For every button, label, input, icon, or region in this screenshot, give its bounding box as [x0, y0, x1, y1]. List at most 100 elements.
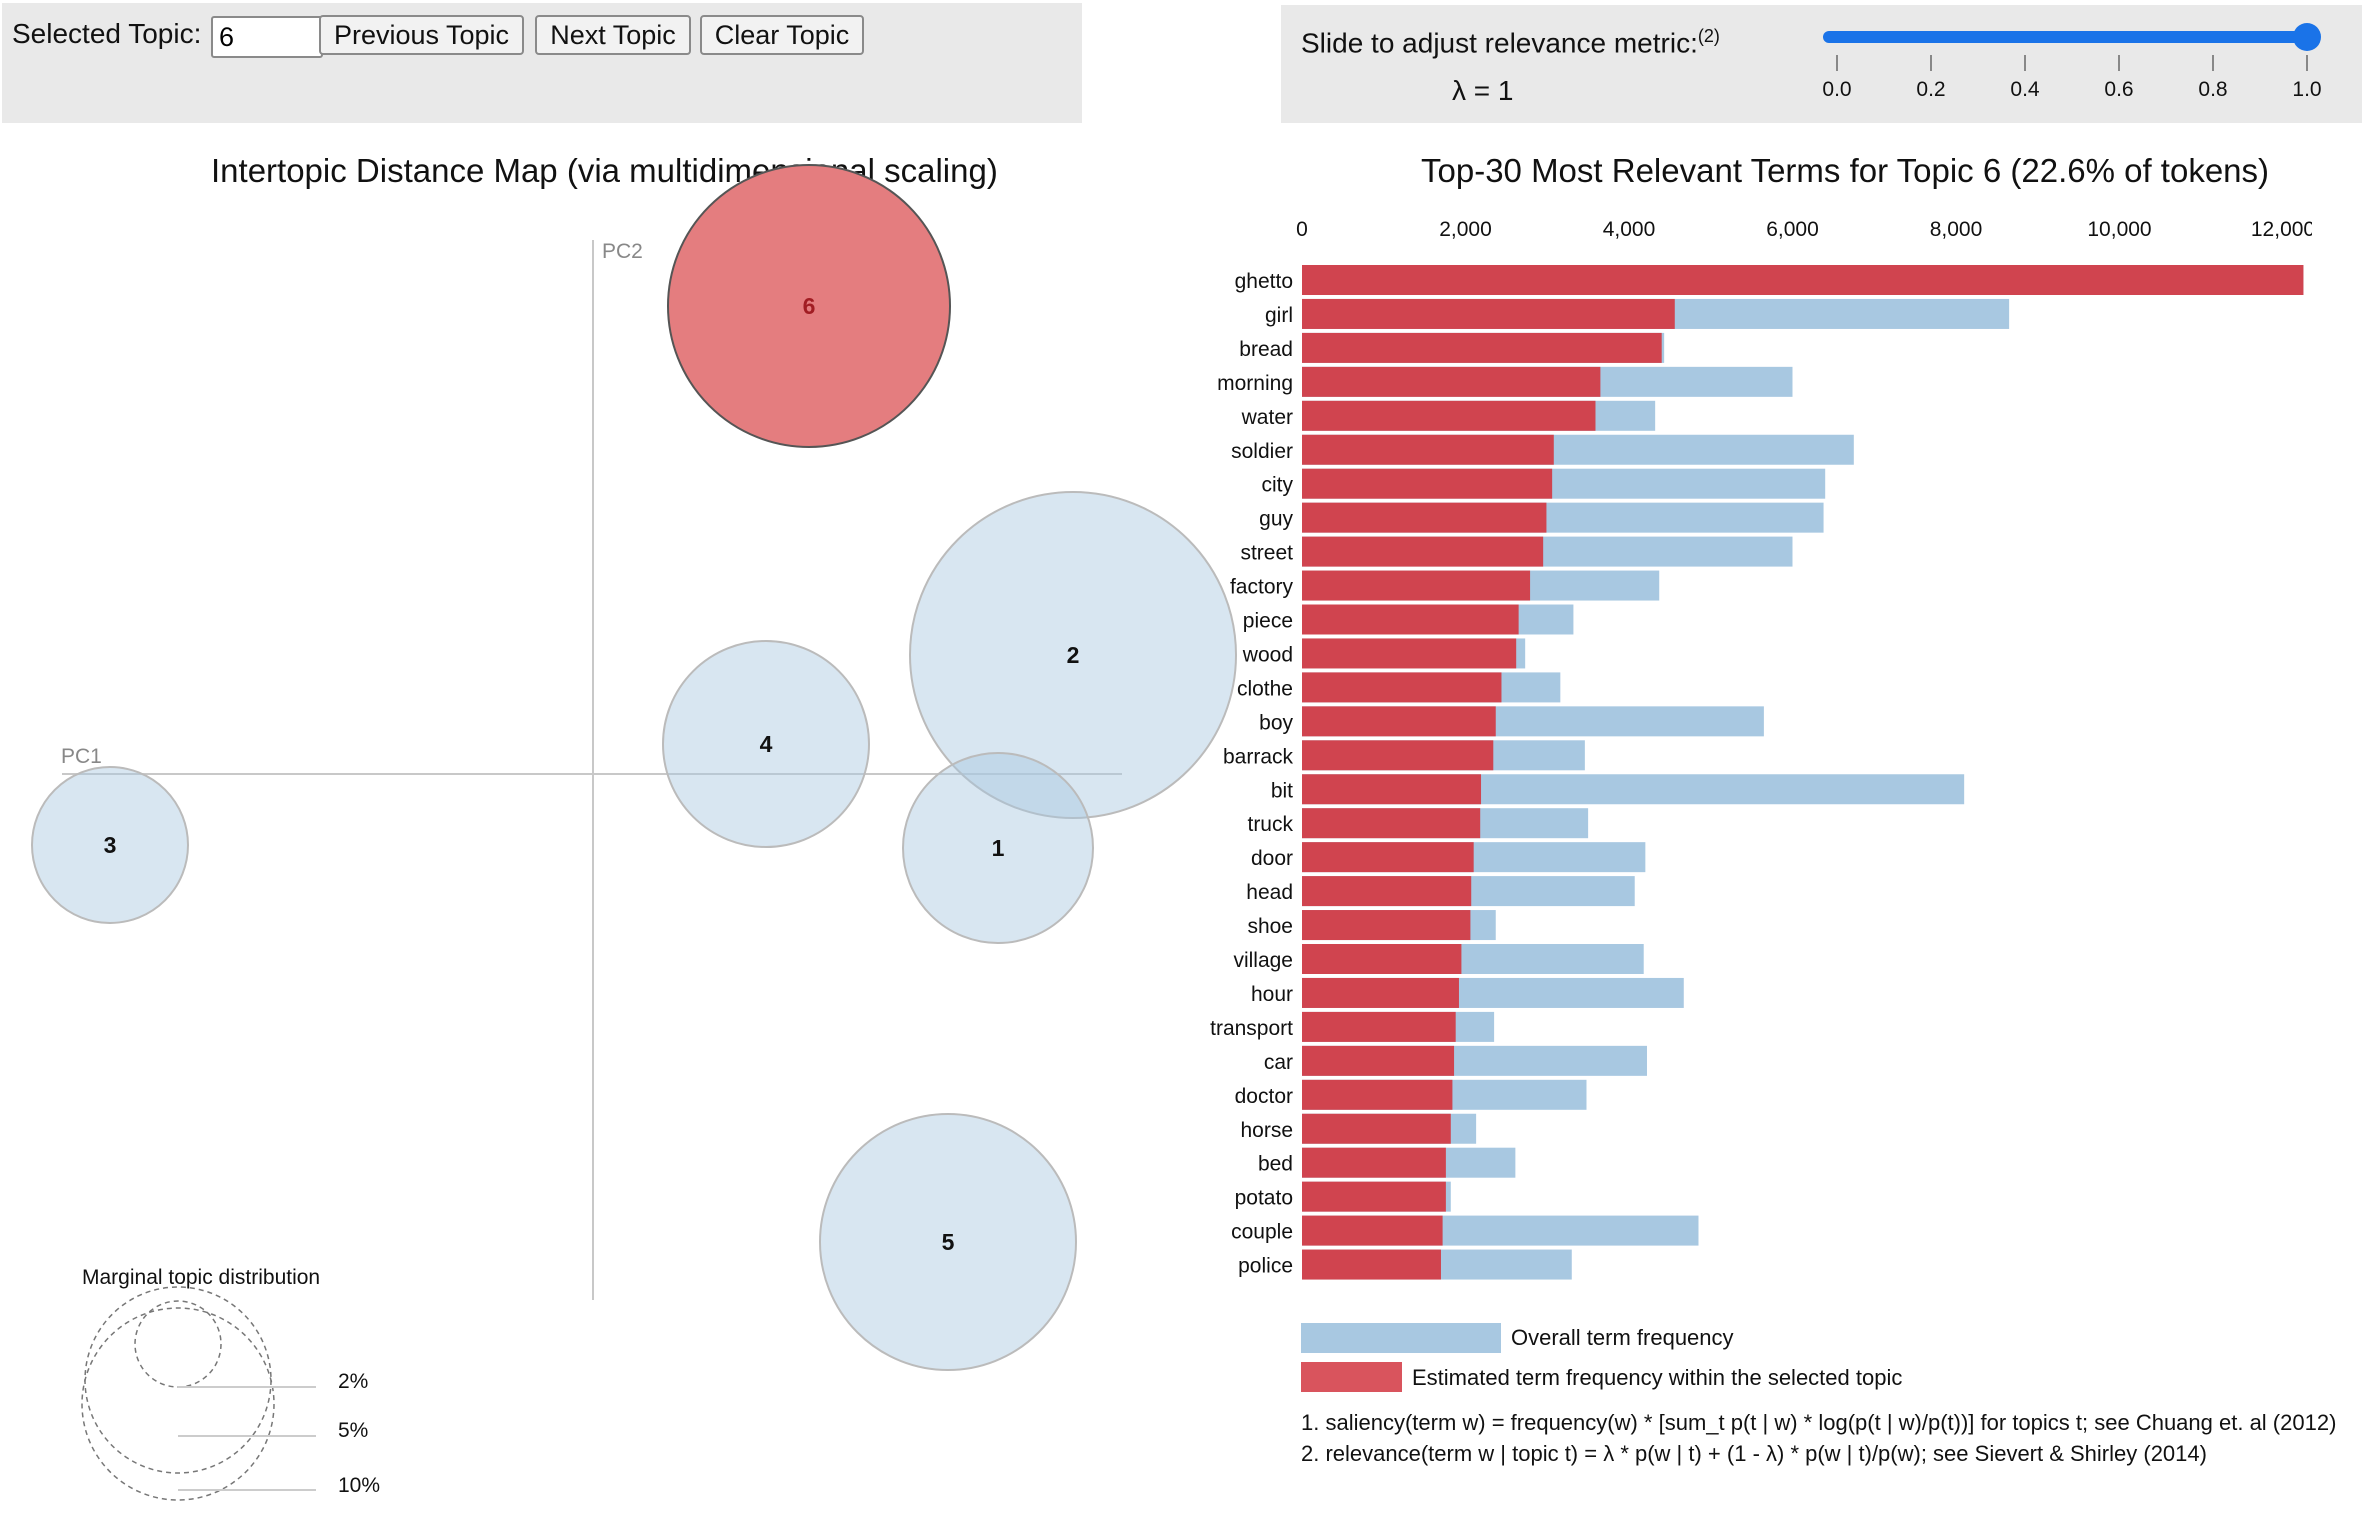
term-label-street[interactable]: street — [1240, 542, 1293, 565]
term-label-guy[interactable]: guy — [1259, 508, 1293, 531]
term-label-shoe[interactable]: shoe — [1247, 915, 1293, 938]
term-labels: ghetto girl bread morning water soldier city gu… — [1210, 270, 1293, 1278]
term-label-car[interactable]: car — [1264, 1051, 1293, 1074]
topic-label-6: 6 — [803, 293, 816, 319]
bar-estimated-guy[interactable] — [1302, 502, 1547, 533]
slider-thumb[interactable] — [2293, 23, 2321, 51]
marginal-label-10pct: 10% — [338, 1474, 380, 1497]
x-tick-label: 12,000 — [2251, 218, 2312, 241]
term-label-morning[interactable]: morning — [1217, 372, 1293, 395]
term-label-head[interactable]: head — [1246, 881, 1293, 904]
term-label-bit[interactable]: bit — [1271, 779, 1293, 802]
term-label-door[interactable]: door — [1251, 847, 1293, 870]
bar-estimated-girl[interactable] — [1302, 298, 1675, 329]
term-label-girl[interactable]: girl — [1265, 304, 1293, 327]
bar-estimated-potato[interactable] — [1302, 1181, 1446, 1212]
topic-circle-3[interactable]: 3 — [31, 766, 189, 924]
slider-tick-label: 0.0 — [1822, 78, 1851, 101]
next-topic-button[interactable]: Next Topic — [535, 15, 691, 55]
bar-estimated-morning[interactable] — [1302, 366, 1601, 397]
bar-estimated-clothe[interactable] — [1302, 672, 1502, 703]
term-label-transport[interactable]: transport — [1210, 1017, 1293, 1040]
bar-estimated-truck[interactable] — [1302, 808, 1481, 839]
relevance-footnote: 2. relevance(term w | topic t) = λ * p(w… — [1301, 1441, 2207, 1466]
topic-label-1: 1 — [992, 835, 1005, 861]
selected-topic-input[interactable] — [211, 16, 323, 58]
bar-estimated-doctor[interactable] — [1302, 1079, 1453, 1110]
bar-estimated-hour[interactable] — [1302, 977, 1459, 1008]
bar-estimated-bed[interactable] — [1302, 1147, 1446, 1178]
bar-estimated-street[interactable] — [1302, 536, 1544, 567]
relevance-slider-label: Slide to adjust relevance metric:(2) — [1301, 26, 1720, 59]
topic-circle-4[interactable]: 4 — [662, 640, 870, 848]
x-tick-label: 6,000 — [1766, 218, 1819, 241]
term-label-couple[interactable]: couple — [1231, 1221, 1293, 1244]
term-label-bed[interactable]: bed — [1258, 1153, 1293, 1176]
bar-estimated-door[interactable] — [1302, 842, 1474, 873]
term-label-boy[interactable]: boy — [1259, 711, 1293, 734]
slider-track[interactable] — [1823, 31, 2307, 43]
term-label-barrack[interactable]: barrack — [1223, 745, 1294, 768]
bar-estimated-horse[interactable] — [1302, 1113, 1451, 1144]
topic-label-4: 4 — [760, 731, 773, 757]
topic-circle-2[interactable]: 2 — [909, 491, 1237, 819]
term-label-ghetto[interactable]: ghetto — [1235, 270, 1293, 293]
bar-estimated-ghetto[interactable] — [1302, 265, 2304, 295]
bar-estimated-piece[interactable] — [1302, 604, 1519, 635]
clear-topic-button[interactable]: Clear Topic — [700, 15, 864, 55]
bar-estimated-city[interactable] — [1302, 468, 1553, 499]
term-label-city[interactable]: city — [1262, 474, 1294, 497]
x-tick-label: 0 — [1296, 218, 1308, 241]
bar-estimated-couple[interactable] — [1302, 1215, 1443, 1246]
topic-circle-6[interactable]: 6 — [667, 164, 951, 448]
marginal-label-2pct: 2% — [338, 1370, 368, 1393]
bar-estimated-bread[interactable] — [1302, 332, 1662, 363]
top-terms-bar-chart: 0 2,000 4,000 6,000 8,000 10,000 12,000 ghetto… — [1210, 218, 2312, 1280]
legend-overall-label: Overall term frequency — [1511, 1325, 1734, 1350]
term-label-village[interactable]: village — [1233, 949, 1293, 972]
relevance-slider-panel: Slide to adjust relevance metric:(2) λ =… — [1281, 5, 2362, 123]
marginal-circle-2pct — [134, 1300, 222, 1388]
slider-tick-label: 0.6 — [2104, 78, 2133, 101]
term-label-truck[interactable]: truck — [1247, 813, 1293, 836]
term-label-potato[interactable]: potato — [1235, 1187, 1293, 1210]
slider-tick-label: 0.4 — [2010, 78, 2040, 101]
bar-estimated-wood[interactable] — [1302, 638, 1517, 669]
bar-estimated-boy[interactable] — [1302, 706, 1496, 737]
topic-circle-1[interactable]: 1 — [902, 752, 1094, 944]
bar-estimated-soldier[interactable] — [1302, 434, 1554, 465]
bar-estimated-village[interactable] — [1302, 944, 1462, 974]
pc1-label: PC1 — [61, 745, 102, 768]
saliency-footnote: 1. saliency(term w) = frequency(w) * [su… — [1301, 1410, 2337, 1435]
bar-estimated-bit[interactable] — [1302, 774, 1482, 805]
term-label-horse[interactable]: horse — [1240, 1119, 1293, 1142]
term-label-clothe[interactable]: clothe — [1237, 677, 1293, 700]
term-label-police[interactable]: police — [1238, 1255, 1293, 1278]
bar-estimated-barrack[interactable] — [1302, 740, 1494, 771]
bar-estimated-police[interactable] — [1302, 1249, 1441, 1280]
term-label-piece[interactable]: piece — [1243, 610, 1293, 633]
legend-swatch-overall — [1301, 1323, 1501, 1353]
slider-ticks: 0.0 0.2 0.4 0.6 0.8 1.0 — [1822, 55, 2322, 101]
bar-estimated-factory[interactable] — [1302, 570, 1531, 601]
slider-tick-label: 1.0 — [2292, 78, 2321, 101]
lambda-value: λ = 1 — [1452, 75, 1514, 106]
relevance-slider[interactable]: 0.0 0.2 0.4 0.6 0.8 1.0 — [1281, 5, 2362, 123]
marginal-label-5pct: 5% — [338, 1419, 368, 1442]
slider-tick-label: 0.8 — [2198, 78, 2227, 101]
marginal-distribution-legend: Marginal topic distribution 2% 5% 10% — [81, 1266, 380, 1501]
term-label-hour[interactable]: hour — [1251, 983, 1293, 1006]
term-label-doctor[interactable]: doctor — [1235, 1085, 1293, 1108]
term-label-bread[interactable]: bread — [1239, 338, 1293, 361]
bar-estimated-head[interactable] — [1302, 876, 1472, 907]
term-label-factory[interactable]: factory — [1230, 576, 1294, 599]
bar-estimated-car[interactable] — [1302, 1045, 1455, 1076]
topic-circle-5[interactable]: 5 — [819, 1113, 1077, 1371]
bar-estimated-water[interactable] — [1302, 400, 1596, 431]
term-label-wood[interactable]: wood — [1242, 643, 1293, 666]
bar-estimated-shoe[interactable] — [1302, 910, 1471, 941]
bar-estimated-transport[interactable] — [1302, 1011, 1456, 1042]
term-label-water[interactable]: water — [1241, 406, 1293, 429]
term-label-soldier[interactable]: soldier — [1231, 440, 1293, 463]
previous-topic-button[interactable]: Previous Topic — [319, 15, 524, 55]
